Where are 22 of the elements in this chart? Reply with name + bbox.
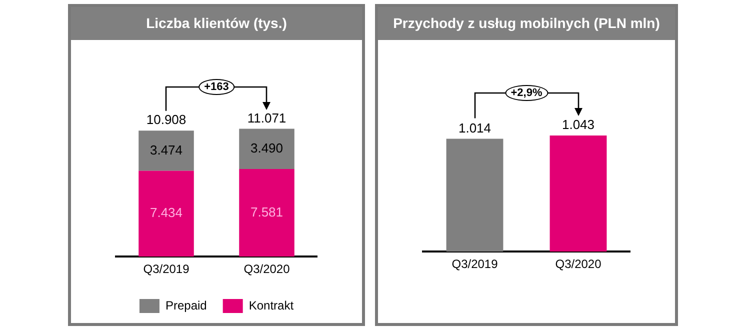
legend-label: Kontrakt	[248, 298, 294, 312]
bar	[138, 170, 194, 257]
x-tick-label: Q3/2019	[452, 257, 498, 272]
total-label: 10.908	[146, 112, 186, 128]
bar	[138, 130, 194, 171]
chart-title: Przychody z usług mobilnych (PLN mln)	[378, 7, 675, 40]
text: +2,9%	[504, 85, 548, 102]
chart-title: Liczba klientów (tys.)	[71, 7, 362, 40]
data-label: 7.581	[250, 204, 284, 220]
legend-label: Prepaid	[165, 298, 207, 312]
data-label: 1.043	[562, 117, 595, 132]
x-tick-label: Q3/2020	[244, 262, 290, 276]
data-label: 3.474	[150, 142, 183, 158]
total-label: 11.071	[247, 110, 286, 126]
bar	[239, 128, 294, 170]
text: +163	[198, 78, 235, 95]
data-label: 1.014	[458, 120, 492, 136]
data-label: 3.490	[250, 140, 284, 156]
bar	[239, 169, 294, 257]
x-tick-label: Q3/2020	[555, 257, 602, 272]
x-tick-label: Q3/2019	[143, 262, 190, 276]
data-label: 7.434	[150, 205, 183, 220]
